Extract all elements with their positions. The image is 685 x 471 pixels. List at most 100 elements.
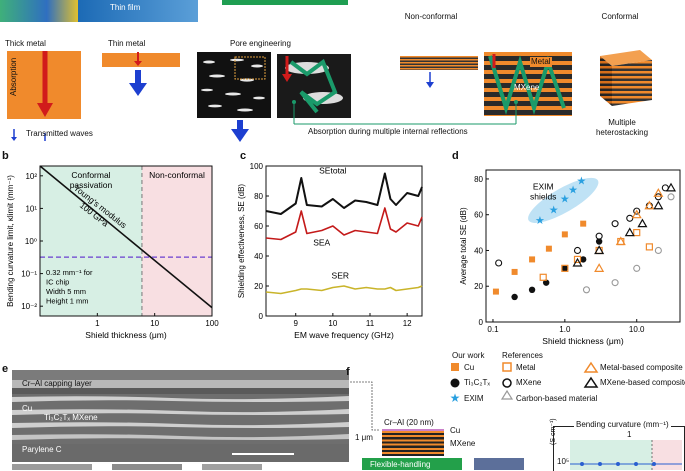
inset-s-cm-label: (S cm⁻¹) (550, 418, 557, 445)
panel-b-chart: 10² 10¹ 10⁰ 10⁻¹ 10⁻² 1 10 100 Shield thickness … (6, 165, 219, 340)
ti3c2tx-point (579, 256, 587, 263)
heterostack-cube (600, 50, 652, 106)
mxene-label: MXene (514, 83, 540, 92)
inset-ten5-label: 10⁵ (557, 457, 570, 466)
legend-metal-label: Metal (516, 363, 536, 372)
metal-composite-point (594, 263, 605, 272)
mxene-composite-point (594, 245, 605, 255)
x-tick-label: 1 (95, 319, 100, 328)
y-tick-label: 60 (474, 211, 483, 220)
y-tick-label: 60 (254, 222, 263, 231)
legend-references: References (502, 351, 543, 360)
mxene-composite-point (665, 182, 677, 192)
exim-point: ★ (549, 204, 559, 216)
mxene-composite-point (624, 227, 635, 237)
conformal-passivation-label: Conformal passivation (70, 170, 113, 190)
cu-point (580, 220, 587, 227)
exim-point: ★ (535, 215, 545, 227)
x-tick-label: 10.0 (629, 325, 645, 334)
non-conformal-region (141, 166, 212, 316)
legend-mxene-marker (502, 378, 512, 388)
x-tick-label: 10 (150, 319, 159, 328)
panel-e-layers (12, 370, 349, 470)
y-tick-label: 20 (254, 282, 263, 291)
y-tick-label: 0 (479, 318, 484, 327)
conformal-label: Conformal (601, 12, 639, 21)
x-tick-label: 12 (403, 319, 412, 328)
legend-metal-composite-label: Metal-based composite (600, 363, 683, 372)
thin-metal-label: Thin metal (108, 39, 146, 48)
flex-handling-box (362, 458, 462, 470)
thick-metal-label: Thick metal (5, 39, 46, 48)
x-axis-label: Shield thickness (μm) (542, 336, 624, 346)
thick-metal-arrows (37, 51, 53, 141)
y-tick-label: 10⁰ (25, 237, 37, 246)
thin-metal-arrows (129, 52, 147, 96)
se-r-line (265, 285, 423, 295)
y-axis-label: Bending curvature limit, κlimit (mm⁻¹) (6, 175, 15, 307)
mxene-layer-label: Ti₃C₂Tₓ MXene (44, 413, 98, 422)
y-tick-label: 40 (254, 252, 263, 261)
legend-markers: ★ (450, 361, 599, 405)
metal-point (561, 264, 569, 272)
y-tick-label: 80 (254, 192, 263, 201)
cu-point (561, 231, 568, 238)
pore-transmitted-arrow (231, 120, 249, 142)
x-tick-label: 9 (293, 319, 298, 328)
legend-ti3c2tx-marker (450, 378, 460, 388)
cr-al-label: Cr–Al (20 nm) (384, 418, 434, 427)
ti3c2tx-point (561, 265, 569, 272)
ti3c2tx-point (595, 238, 603, 245)
se-r-label: SER (332, 271, 349, 281)
panel-e-letter: e (2, 363, 9, 375)
legend-exim-label: EXIM (464, 394, 484, 403)
legend-metal-composite-marker (583, 361, 599, 373)
heterostack-reflections (488, 54, 566, 115)
mxene-point (495, 259, 503, 267)
mxene-point (633, 207, 641, 215)
legend-metal-marker (502, 362, 512, 372)
inset-pink-region (652, 440, 682, 470)
y-tick-label: 40 (474, 246, 483, 255)
absorption-multiple-label: Absorption during multiple internal refl… (308, 127, 468, 136)
top-left-illustration (0, 0, 78, 22)
mxene-composite-point (637, 218, 648, 228)
conformal-region (40, 166, 142, 316)
panel-f-cu-label: Cu (450, 426, 461, 435)
legend-mxene-composite-label: MXene-based composite (600, 378, 685, 387)
x-tick-label: 1.0 (559, 325, 571, 334)
legend-carbon-label: Carbon-based material (516, 394, 598, 403)
pore-engineering-label: Pore engineering (230, 39, 291, 48)
cu-point (529, 256, 536, 263)
exim-highlight (528, 177, 599, 223)
non-conformal-region-label: Non-conformal (149, 170, 205, 180)
cu-point (511, 268, 518, 275)
parylene-label: Parylene C (22, 445, 62, 454)
metal-composite-point (644, 200, 655, 210)
youngs-modulus-line (39, 165, 213, 309)
y-tick-label: 10⁻¹ (21, 270, 37, 279)
metal-point (633, 228, 641, 237)
exim-point: ★ (568, 185, 578, 197)
panel-c-chart: 100 80 60 40 20 0 9 10 11 12 EM wave frequency (GH… (237, 162, 423, 340)
mxene-point (573, 246, 582, 255)
pore-zoom-reflections (282, 56, 343, 114)
carbon-point (582, 286, 591, 294)
legend-cu-marker (451, 363, 459, 371)
multilayer-transmitted-arrow (426, 72, 434, 88)
plot-frame (485, 169, 681, 323)
multiple-heterostacking-label: Multiple heterostacking (595, 118, 649, 137)
pore-ellipses (201, 56, 266, 112)
mxene-composite-point (653, 200, 664, 210)
y-axis-label: Average total SE (dB) (459, 207, 468, 285)
ic-chip-note: 0.32 mm⁻¹ for IC chip Width 5 mm Height 1 m… (46, 268, 93, 306)
metal-point (645, 243, 653, 251)
legend-ti3c2tx-label: Ti₃C₂Tₓ (464, 378, 491, 387)
panel-b-letter: b (2, 150, 9, 162)
y-tick-label: 10² (25, 172, 37, 181)
se-a-line (265, 207, 423, 241)
legend-our-work: Our work (452, 351, 485, 360)
exim-point: ★ (560, 194, 570, 206)
carbon-point (633, 264, 641, 272)
